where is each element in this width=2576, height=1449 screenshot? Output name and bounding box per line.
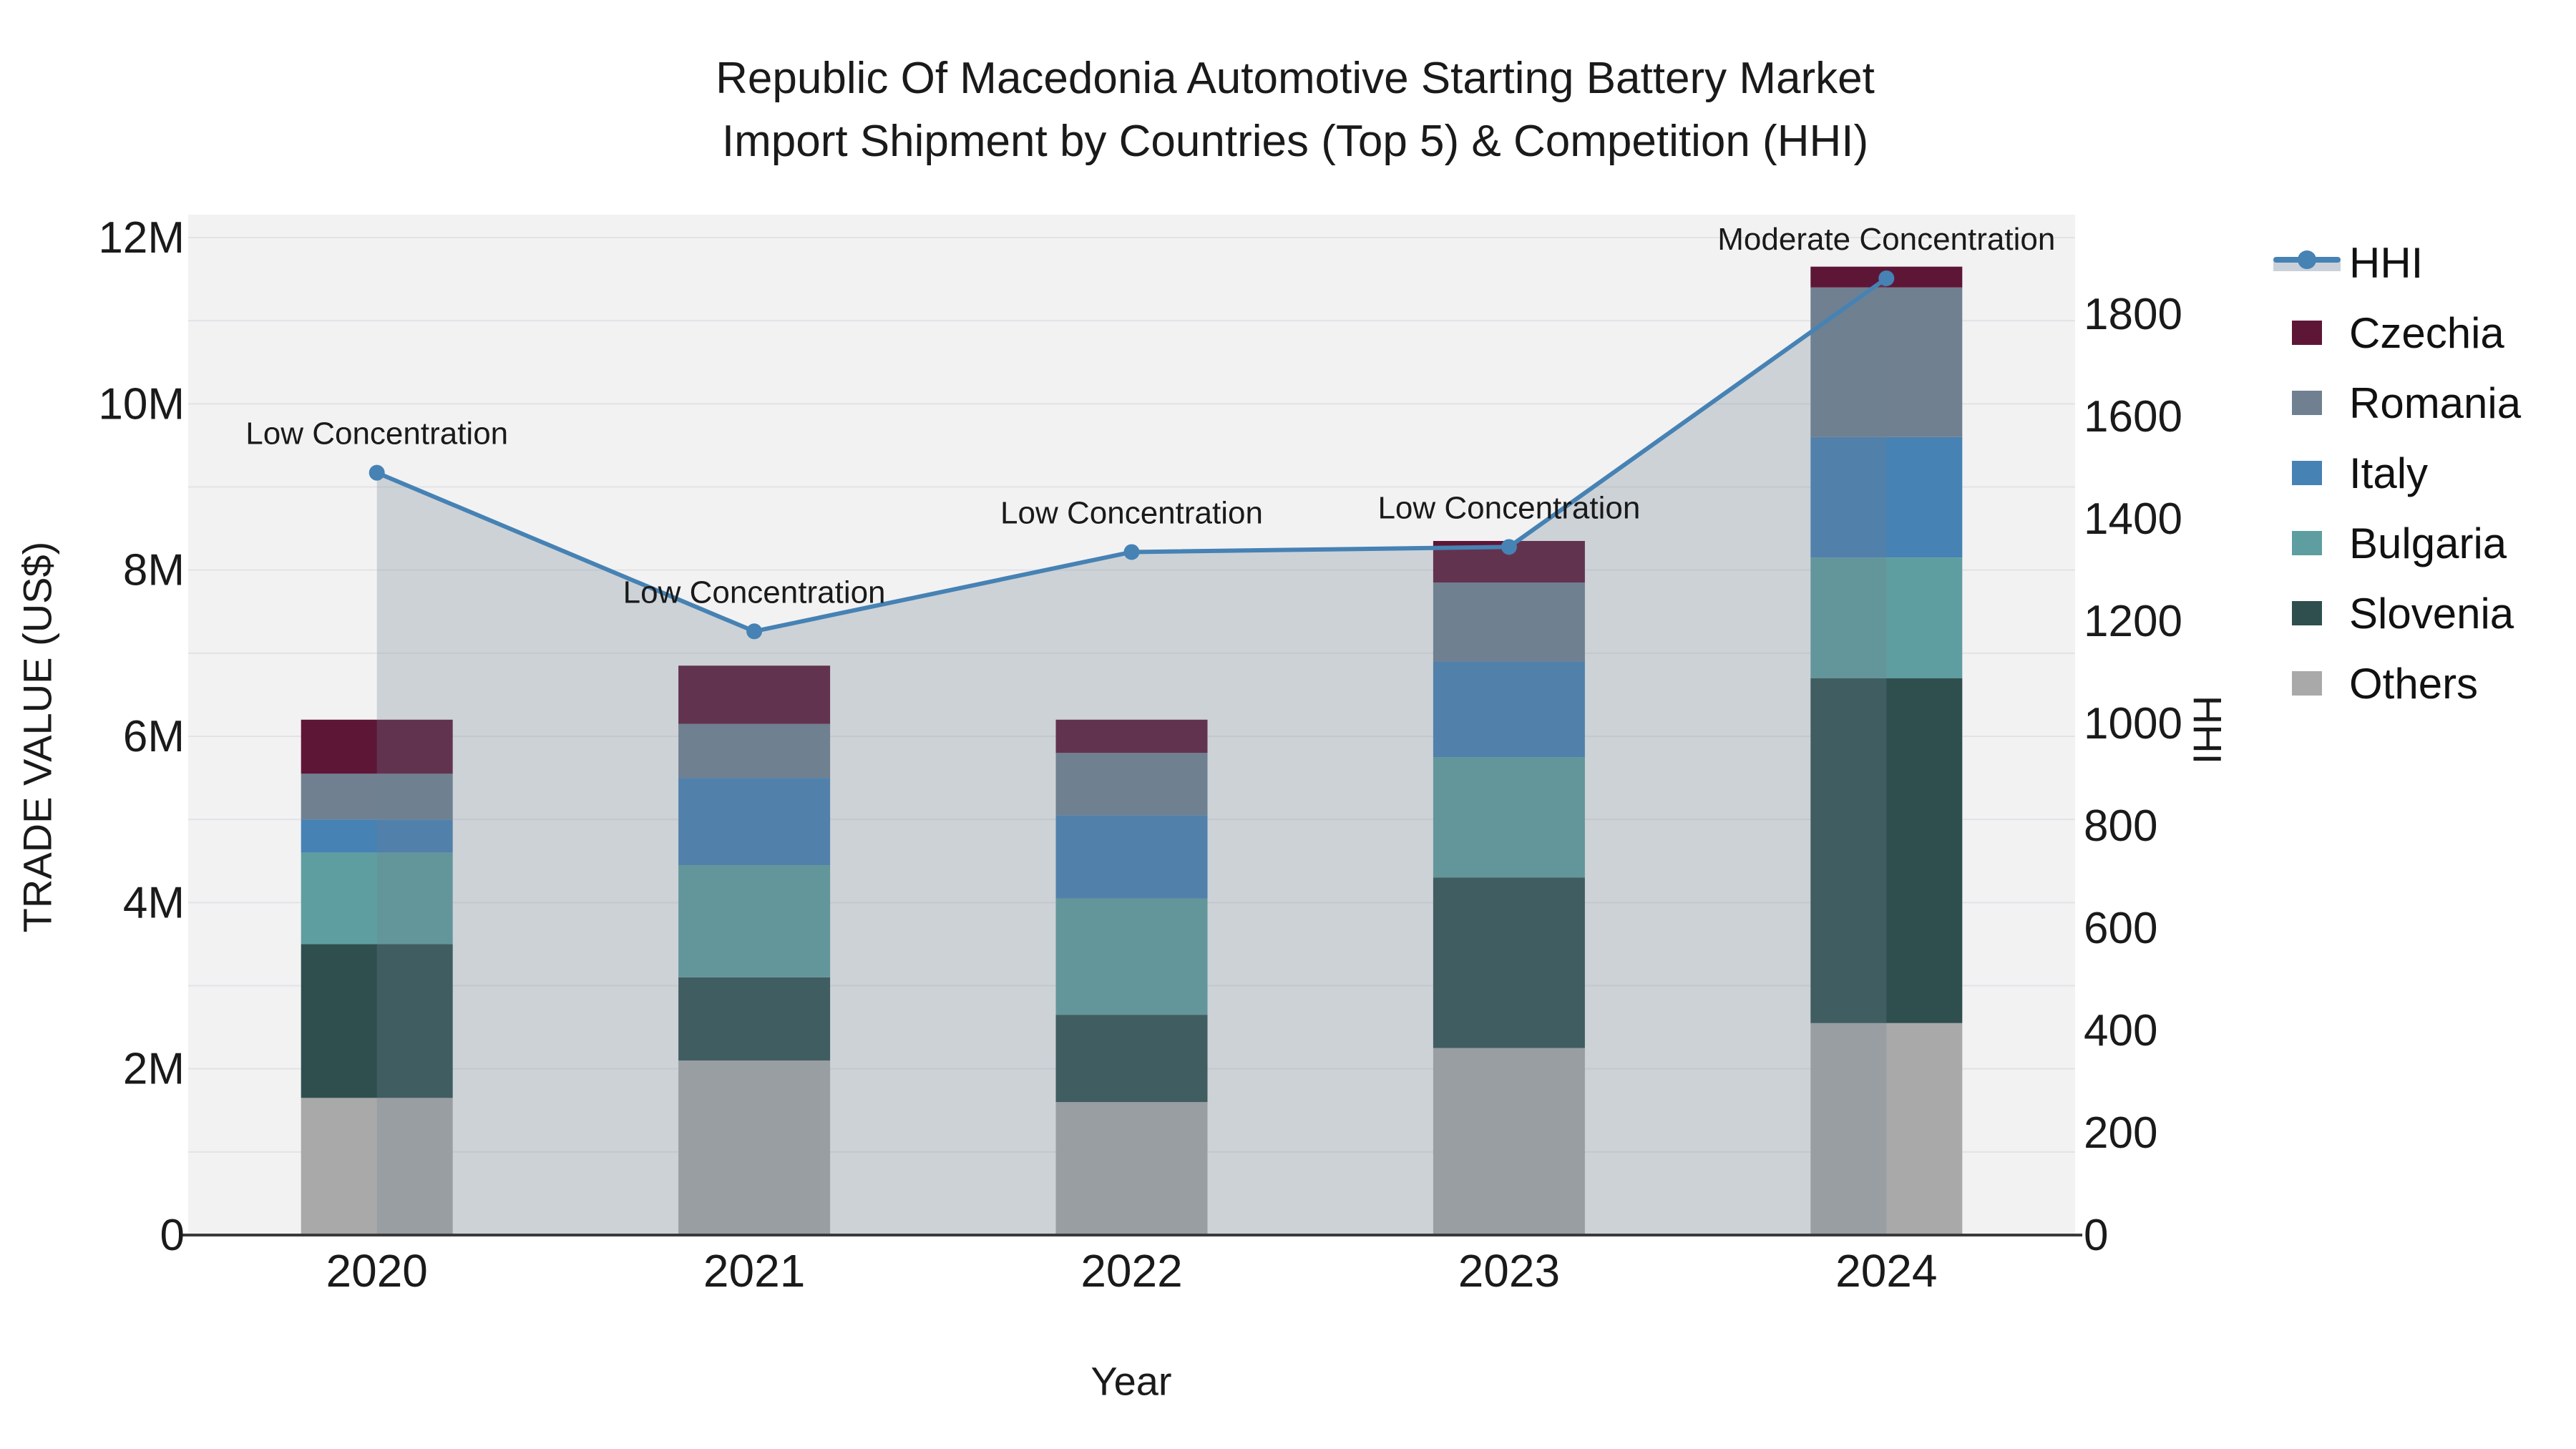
bar-segment-bulgaria-2023: [1433, 757, 1585, 878]
hhi-area-fill: [376, 278, 1887, 1236]
y-right-tick-label: 600: [2084, 904, 2157, 953]
legend-item-romania: Romania: [2265, 368, 2521, 438]
bar-segment-italy-2023: [1433, 661, 1585, 758]
bar-segment-others-2021: [678, 1060, 831, 1235]
bar-segment-bulgaria-2024: [1810, 557, 1963, 678]
x-tick-label: 2022: [1080, 1245, 1182, 1297]
x-tick-label: 2024: [1835, 1245, 1937, 1297]
x-tick-label: 2021: [703, 1245, 805, 1297]
legend: HHI Czechia Romania Italy Bulgaria Slovenia Ot…: [2265, 228, 2521, 718]
y-left-tick-label: 6M: [123, 712, 185, 761]
bar-segment-romania-2021: [678, 723, 831, 779]
bar-segment-romania-2020: [301, 774, 453, 820]
hhi-point-2021: [746, 623, 763, 640]
bar-segment-slovenia-2023: [1433, 877, 1585, 1048]
legend-swatch-icon: [2265, 671, 2349, 696]
y-right-tick-label: 1800: [2084, 290, 2182, 339]
bar-segment-others-2022: [1055, 1102, 1208, 1235]
bar-segment-italy-2022: [1055, 815, 1208, 899]
hhi-point-2024: [1878, 270, 1895, 286]
hhi-point-2022: [1123, 544, 1140, 560]
legend-swatch-icon: [2265, 531, 2349, 555]
hhi-line-legend-icon: [2265, 250, 2349, 275]
annotation-2023: Low Concentration: [1377, 490, 1640, 525]
legend-label: Romania: [2349, 379, 2522, 427]
y-right-tick-label: 1200: [2084, 597, 2182, 646]
legend-label: Italy: [2349, 449, 2429, 497]
bar-segment-bulgaria-2020: [301, 852, 453, 945]
y-right-tick-label: 1400: [2084, 494, 2182, 544]
bar-segment-czechia-2022: [1055, 719, 1208, 753]
legend-item-italy: Italy: [2265, 438, 2521, 508]
chart-title-line1: Republic Of Macedonia Automotive Startin…: [716, 54, 1875, 103]
legend-swatch-icon: [2265, 461, 2349, 485]
bar-segment-slovenia-2021: [678, 977, 831, 1061]
legend-swatch-icon: [2265, 601, 2349, 625]
y-left-tick-label: 8M: [123, 546, 185, 595]
bar-segment-slovenia-2022: [1055, 1015, 1208, 1103]
bar-segment-others-2024: [1810, 1023, 1963, 1235]
y-left-tick-label: 10M: [98, 379, 185, 429]
bar-segment-bulgaria-2021: [678, 865, 831, 977]
bar-segment-romania-2023: [1433, 582, 1585, 662]
legend-item-slovenia: Slovenia: [2265, 578, 2521, 648]
bar-segment-italy-2024: [1810, 436, 1963, 558]
y-left-axis-title: TRADE VALUE (US$): [14, 541, 60, 933]
legend-item-others: Others: [2265, 648, 2521, 718]
chart-title-line2: Import Shipment by Countries (Top 5) & C…: [721, 117, 1869, 166]
y-right-axis-title: HHI: [2185, 695, 2230, 765]
x-tick-label: 2020: [326, 1245, 428, 1297]
bar-segment-czechia-2021: [678, 665, 831, 724]
y-left-tick-label: 2M: [123, 1045, 185, 1094]
y-right-tick-label: 1000: [2084, 699, 2182, 748]
legend-label: Czechia: [2349, 308, 2504, 357]
bar-segment-slovenia-2020: [301, 944, 453, 1098]
bar-segment-italy-2021: [678, 778, 831, 866]
legend-swatch-icon: [2265, 321, 2349, 345]
annotation-2024: Moderate Concentration: [1717, 222, 2055, 257]
x-tick-label: 2023: [1458, 1245, 1560, 1297]
y-right-tick-label: 0: [2084, 1211, 2108, 1260]
legend-item-hhi: HHI: [2265, 228, 2521, 298]
y-right-tick-label: 400: [2084, 1006, 2157, 1055]
bar-segment-czechia-2020: [301, 719, 453, 774]
bar-segment-others-2020: [301, 1098, 453, 1235]
annotation-2021: Low Concentration: [623, 575, 886, 610]
y-left-tick-label: 0: [160, 1211, 185, 1260]
annotation-2022: Low Concentration: [1000, 495, 1263, 530]
bar-segment-bulgaria-2022: [1055, 898, 1208, 1015]
legend-item-bulgaria: Bulgaria: [2265, 508, 2521, 578]
annotation-2020: Low Concentration: [245, 416, 508, 452]
bar-segment-italy-2020: [301, 819, 453, 853]
chart-title: Republic Of Macedonia Automotive Startin…: [0, 47, 2576, 173]
legend-swatch-icon: [2265, 391, 2349, 415]
bar-segment-romania-2022: [1055, 753, 1208, 816]
legend-label: Bulgaria: [2349, 519, 2507, 567]
y-left-tick-label: 12M: [98, 213, 185, 263]
y-left-tick-label: 4M: [123, 878, 185, 927]
legend-label: HHI: [2349, 238, 2424, 287]
y-right-tick-label: 1600: [2084, 392, 2182, 441]
legend-label: Others: [2349, 659, 2479, 708]
y-right-tick-label: 800: [2084, 801, 2157, 851]
hhi-point-2023: [1501, 539, 1517, 555]
x-axis-title: Year: [1091, 1358, 1172, 1404]
bar-segment-others-2023: [1433, 1048, 1585, 1235]
legend-label: Slovenia: [2349, 589, 2514, 638]
legend-item-czechia: Czechia: [2265, 298, 2521, 368]
y-right-tick-label: 200: [2084, 1108, 2157, 1158]
bar-segment-slovenia-2024: [1810, 678, 1963, 1023]
hhi-point-2020: [369, 464, 385, 481]
